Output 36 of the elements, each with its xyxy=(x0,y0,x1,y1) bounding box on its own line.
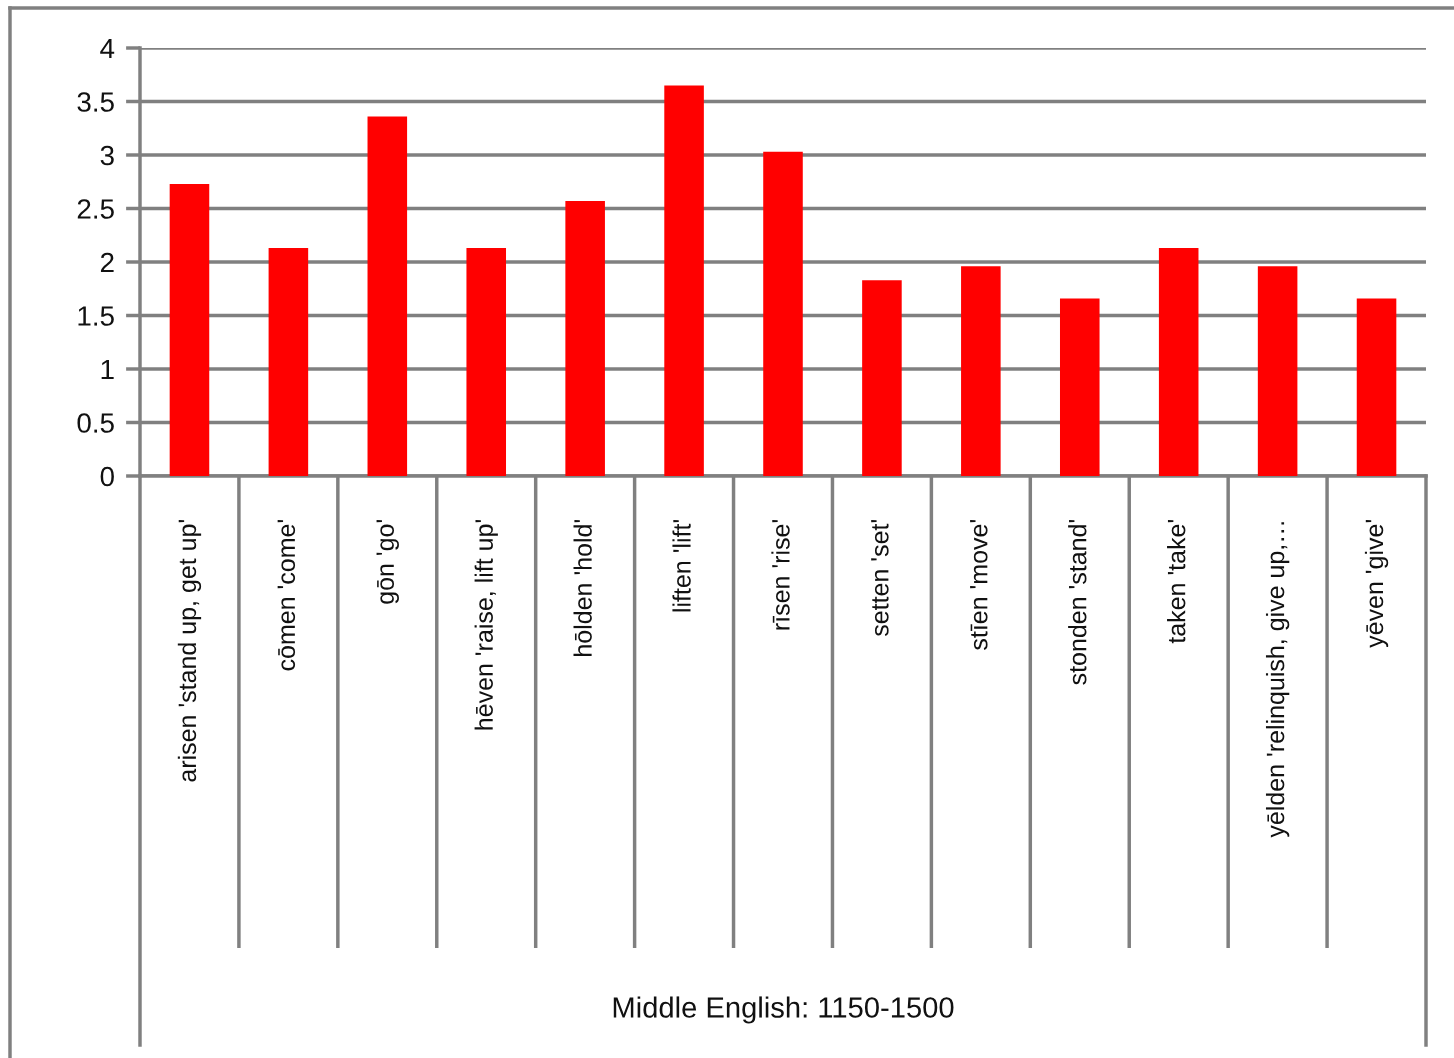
x-tick-label: stonden 'stand' xyxy=(1068,520,1087,685)
bar xyxy=(367,116,408,476)
x-tick-label: stīen 'move' xyxy=(970,520,988,650)
bar xyxy=(1356,298,1397,476)
x-tick-label: cōmen 'come' xyxy=(277,520,296,671)
bar xyxy=(1257,266,1298,476)
y-tick-label: 4 xyxy=(100,38,115,59)
y-tick-label: 0.5 xyxy=(77,413,114,433)
y-tick-label: 2 xyxy=(100,252,114,273)
text: Middle English: 1150-1500 xyxy=(613,996,954,1024)
bar xyxy=(1158,248,1199,476)
bar xyxy=(664,85,704,476)
x-tick-label: gōn 'go' xyxy=(376,520,399,604)
bar xyxy=(268,248,309,476)
bar xyxy=(961,266,1001,476)
bar xyxy=(466,248,507,476)
x-tick-label: yēven 'give' xyxy=(1364,520,1389,648)
x-tick-label: rīsen 'rise' xyxy=(771,520,790,630)
x-tick-label: taken 'take' xyxy=(1167,520,1186,644)
x-tick-label: liften 'lift' xyxy=(672,520,691,612)
y-tick-label: 3 xyxy=(100,145,114,166)
y-tick-label: 1.5 xyxy=(78,306,114,326)
y-tick-label: 0 xyxy=(100,466,114,487)
x-tick-label: hēven 'raise, lift up' xyxy=(474,520,498,730)
bar xyxy=(862,280,902,476)
x-tick-label: hōlden 'hold' xyxy=(573,520,592,656)
bar xyxy=(169,183,210,476)
y-tick-label: 3.5 xyxy=(77,92,114,112)
x-tick-label: yēlden 'relinquish, give up,… xyxy=(1265,522,1290,838)
bar xyxy=(1059,298,1100,476)
x-tick-label: arisen 'stand up, get up' xyxy=(177,520,202,782)
y-tick-label: 1 xyxy=(101,359,114,380)
y-tick-label: 2.5 xyxy=(77,199,114,219)
bar xyxy=(565,201,605,476)
bar xyxy=(763,151,803,476)
x-tick-label: setten 'set' xyxy=(871,520,889,637)
